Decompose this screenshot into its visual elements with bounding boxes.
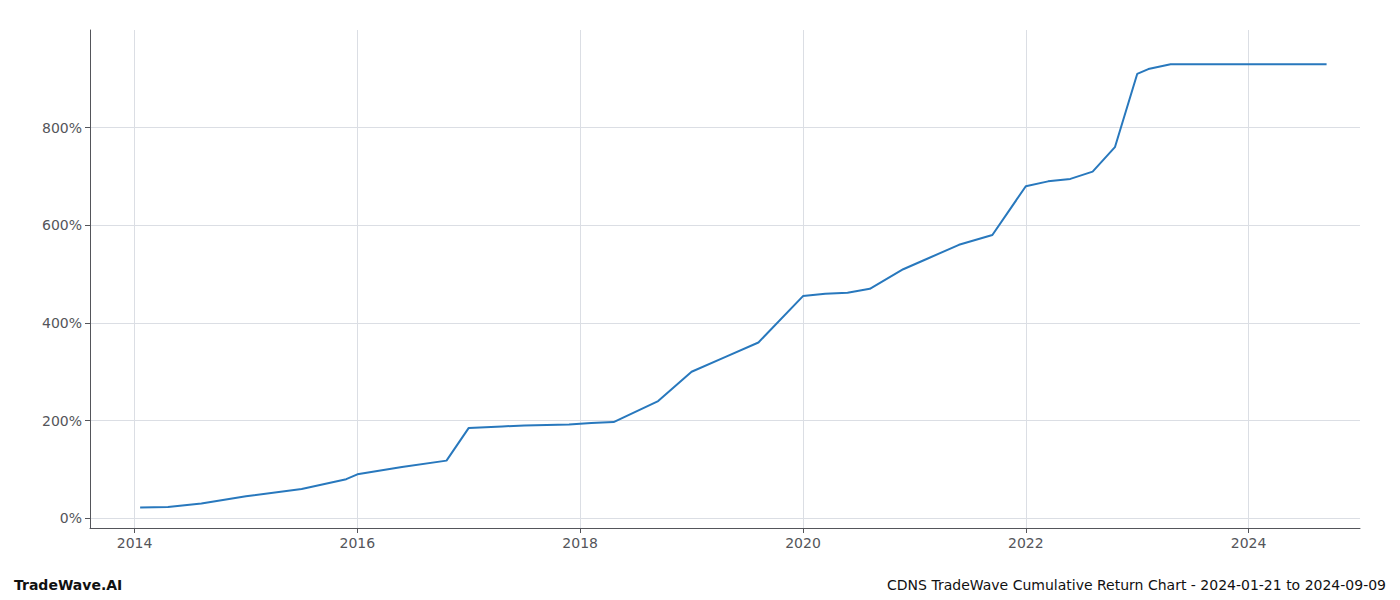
svg-text:2020: 2020	[785, 535, 821, 551]
svg-text:800%: 800%	[42, 120, 82, 136]
svg-text:2014: 2014	[117, 535, 153, 551]
svg-text:400%: 400%	[42, 315, 82, 331]
svg-text:TradeWave.AI: TradeWave.AI	[14, 577, 122, 593]
svg-text:2016: 2016	[340, 535, 376, 551]
svg-text:2018: 2018	[562, 535, 598, 551]
svg-text:2024: 2024	[1231, 535, 1267, 551]
svg-text:CDNS TradeWave Cumulative Retu: CDNS TradeWave Cumulative Return Chart -…	[887, 577, 1386, 593]
svg-text:600%: 600%	[42, 217, 82, 233]
svg-text:0%: 0%	[60, 510, 82, 526]
svg-text:2022: 2022	[1008, 535, 1044, 551]
svg-text:200%: 200%	[42, 413, 82, 429]
